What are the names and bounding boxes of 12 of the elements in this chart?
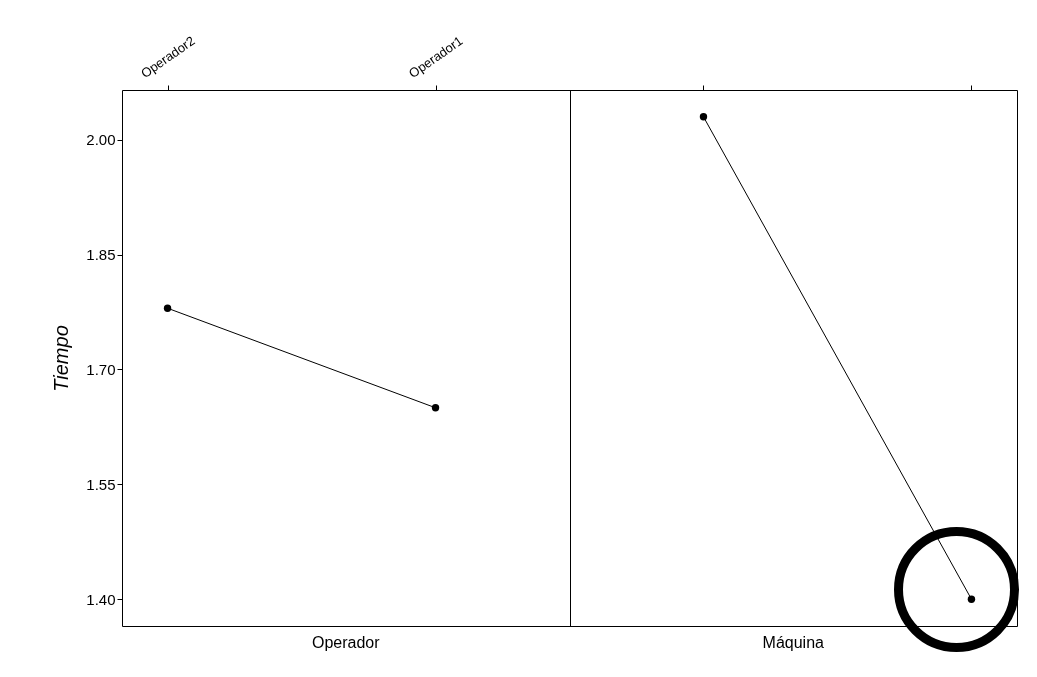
y-tick-label: 1.85 xyxy=(86,246,116,264)
point xyxy=(431,404,440,412)
y-tick-label: 1.40 xyxy=(86,590,116,608)
point xyxy=(699,113,708,121)
y-tick-label: 2.00 xyxy=(86,131,116,149)
point xyxy=(163,304,172,312)
y-tick-label: 1.55 xyxy=(86,475,116,493)
text: Máquina xyxy=(762,634,824,652)
point xyxy=(967,595,976,603)
y-axis-title: Tiempo xyxy=(50,325,73,392)
y-tick-label: 1.70 xyxy=(86,360,116,378)
text: Operador xyxy=(311,634,380,652)
